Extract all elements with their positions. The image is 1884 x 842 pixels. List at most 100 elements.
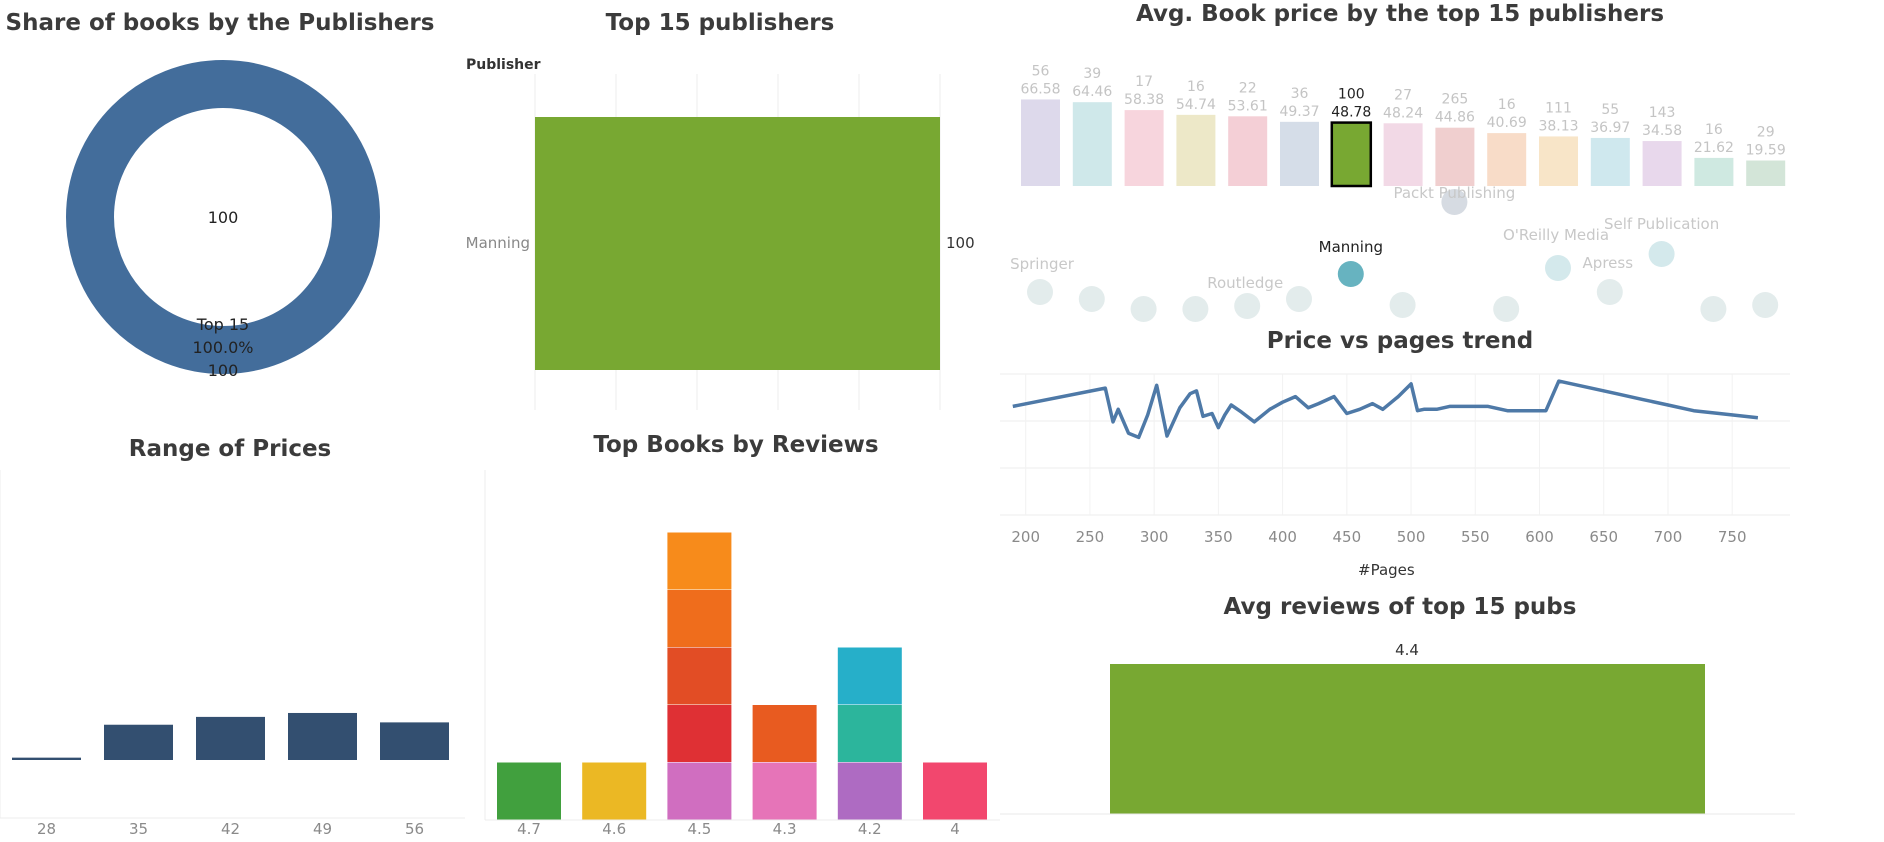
bar-avg-price[interactable]	[1330, 121, 1373, 188]
bar-count-label: 29	[1757, 125, 1775, 141]
stack-segment-book[interactable]	[837, 647, 902, 705]
stack-segment-book[interactable]	[837, 705, 902, 762]
bubble-publisher[interactable]	[1337, 261, 1364, 287]
bar-avg-price[interactable]	[1590, 137, 1630, 186]
stack-segment-book[interactable]	[582, 762, 647, 820]
bar-count-label: 111	[1545, 100, 1572, 116]
range-chart-title: Range of Prices	[128, 436, 332, 462]
bar-avg-price[interactable]	[1021, 99, 1060, 186]
bar-count-label: 16	[1498, 97, 1516, 113]
bar-avg-reviews[interactable]	[1110, 664, 1705, 814]
bubble-publisher[interactable]	[1182, 296, 1209, 322]
bar-count-label: 22	[1239, 80, 1257, 96]
x-tick-label: 350	[1204, 528, 1233, 546]
bar-price-label: 19.59	[1746, 143, 1786, 159]
x-tick-label: 200	[1011, 528, 1040, 546]
bar-price-label: 44.86	[1435, 110, 1475, 126]
bubble-publisher[interactable]	[1078, 286, 1105, 312]
bubble-publisher[interactable]	[1286, 286, 1312, 312]
bubble-publisher[interactable]	[1700, 296, 1727, 322]
stack-segment-book[interactable]	[837, 762, 902, 820]
bar-price-range[interactable]	[380, 722, 449, 760]
avgprice-bar-chart: 66.58 56 64.46 39 58.38 17 54.74 16 53.61 22 49.37…	[1020, 63, 1786, 188]
pricepages-x-axis-title: #Pages	[1358, 561, 1415, 579]
bubble-publisher[interactable]	[1545, 255, 1571, 281]
bar-price-range[interactable]	[196, 716, 265, 760]
x-tick-label: 550	[1461, 528, 1490, 546]
stack-segment-book[interactable]	[667, 590, 732, 647]
bubble-label: Springer	[1010, 255, 1075, 273]
avgreviews-chart-title: Avg reviews of top 15 pubs	[1223, 594, 1577, 620]
bar-price-label: 36.97	[1590, 120, 1630, 136]
bar-avg-price[interactable]	[1746, 160, 1786, 186]
stack-segment-book[interactable]	[752, 762, 817, 820]
bubble-publisher[interactable]	[1441, 189, 1468, 215]
bar-avg-price[interactable]	[1694, 157, 1734, 186]
x-tick-label: 600	[1525, 528, 1554, 546]
bubble-publisher[interactable]	[1130, 296, 1157, 322]
bar-avg-price[interactable]	[1072, 102, 1112, 186]
x-tick-label: 650	[1589, 528, 1618, 546]
x-tick-label: 49	[313, 820, 332, 838]
bar-price-label: 58.38	[1124, 92, 1164, 108]
bar-value-label: 100	[946, 234, 975, 252]
x-tick-label: 4	[950, 820, 960, 838]
bubble-label: Routledge	[1207, 274, 1283, 292]
bar-avg-price[interactable]	[1642, 141, 1682, 186]
bubble-publisher[interactable]	[1027, 279, 1053, 305]
bubble-publisher[interactable]	[1596, 279, 1623, 305]
bar-avg-price[interactable]	[1228, 116, 1268, 186]
bar-avg-price[interactable]	[1280, 121, 1319, 186]
bubble-publisher[interactable]	[1234, 293, 1261, 319]
bubble-publisher[interactable]	[1493, 296, 1520, 322]
stack-segment-book[interactable]	[497, 762, 561, 820]
bar-avg-price[interactable]	[1487, 133, 1527, 186]
bar-avg-price[interactable]	[1176, 114, 1216, 186]
stack-segment-book[interactable]	[923, 762, 987, 820]
bar-manning[interactable]	[535, 117, 940, 370]
bar-count-label: 16	[1705, 122, 1723, 138]
stack-segment-book[interactable]	[667, 532, 732, 590]
bar-price-label: 53.61	[1228, 98, 1268, 114]
bar-price-label: 64.46	[1072, 84, 1112, 100]
price-line-series[interactable]	[1012, 379, 1759, 440]
stack-segment-book[interactable]	[667, 647, 732, 705]
bar-price-label: 54.74	[1176, 97, 1216, 113]
bubble-label: Apress	[1583, 254, 1634, 272]
bubble-publisher[interactable]	[1648, 241, 1675, 267]
bubble-publisher[interactable]	[1752, 292, 1779, 318]
donut-slice-top15[interactable]	[66, 60, 380, 374]
x-tick-label: 56	[405, 820, 424, 838]
stack-segment-book[interactable]	[667, 705, 732, 762]
bar-avg-price[interactable]	[1539, 136, 1578, 186]
x-tick-label: 4.6	[602, 820, 626, 838]
bubble-publisher[interactable]	[1389, 292, 1416, 318]
stack-segment-book[interactable]	[752, 705, 817, 762]
donut-slice-value: 100	[208, 361, 239, 380]
bar-price-label: 48.78	[1331, 105, 1371, 121]
bar-value-label: 4.4	[1395, 641, 1419, 659]
bar-price-label: 48.24	[1383, 105, 1423, 121]
bar-price-label: 40.69	[1487, 115, 1527, 131]
bar-avg-price[interactable]	[1383, 123, 1423, 186]
bar-count-label: 36	[1291, 86, 1309, 102]
share-donut-chart: 100 Top 15 100.0% 100	[66, 60, 380, 380]
bar-price-label: 38.13	[1538, 118, 1578, 134]
range-bar-chart: 28 35 42 49 56	[0, 470, 465, 838]
share-chart-title: Share of books by the Publishers	[5, 10, 435, 36]
bar-avg-price[interactable]	[1124, 110, 1164, 186]
bar-price-range[interactable]	[12, 757, 81, 760]
x-tick-label: 4.2	[858, 820, 882, 838]
bar-avg-price[interactable]	[1435, 127, 1475, 186]
bar-price-range[interactable]	[104, 724, 173, 760]
bar-count-label: 143	[1649, 105, 1676, 121]
top15-bar-chart: Publisher Manning 100	[466, 57, 975, 410]
bar-count-label: 39	[1083, 66, 1101, 82]
bar-price-label: 66.58	[1020, 81, 1060, 97]
bar-price-range[interactable]	[288, 712, 357, 760]
donut-center-label: 100	[208, 208, 239, 227]
top15-chart-title: Top 15 publishers	[605, 10, 835, 36]
stack-segment-book[interactable]	[667, 762, 732, 820]
x-tick-label: 4.7	[517, 820, 541, 838]
donut-slice-label: Top 15	[196, 315, 249, 334]
